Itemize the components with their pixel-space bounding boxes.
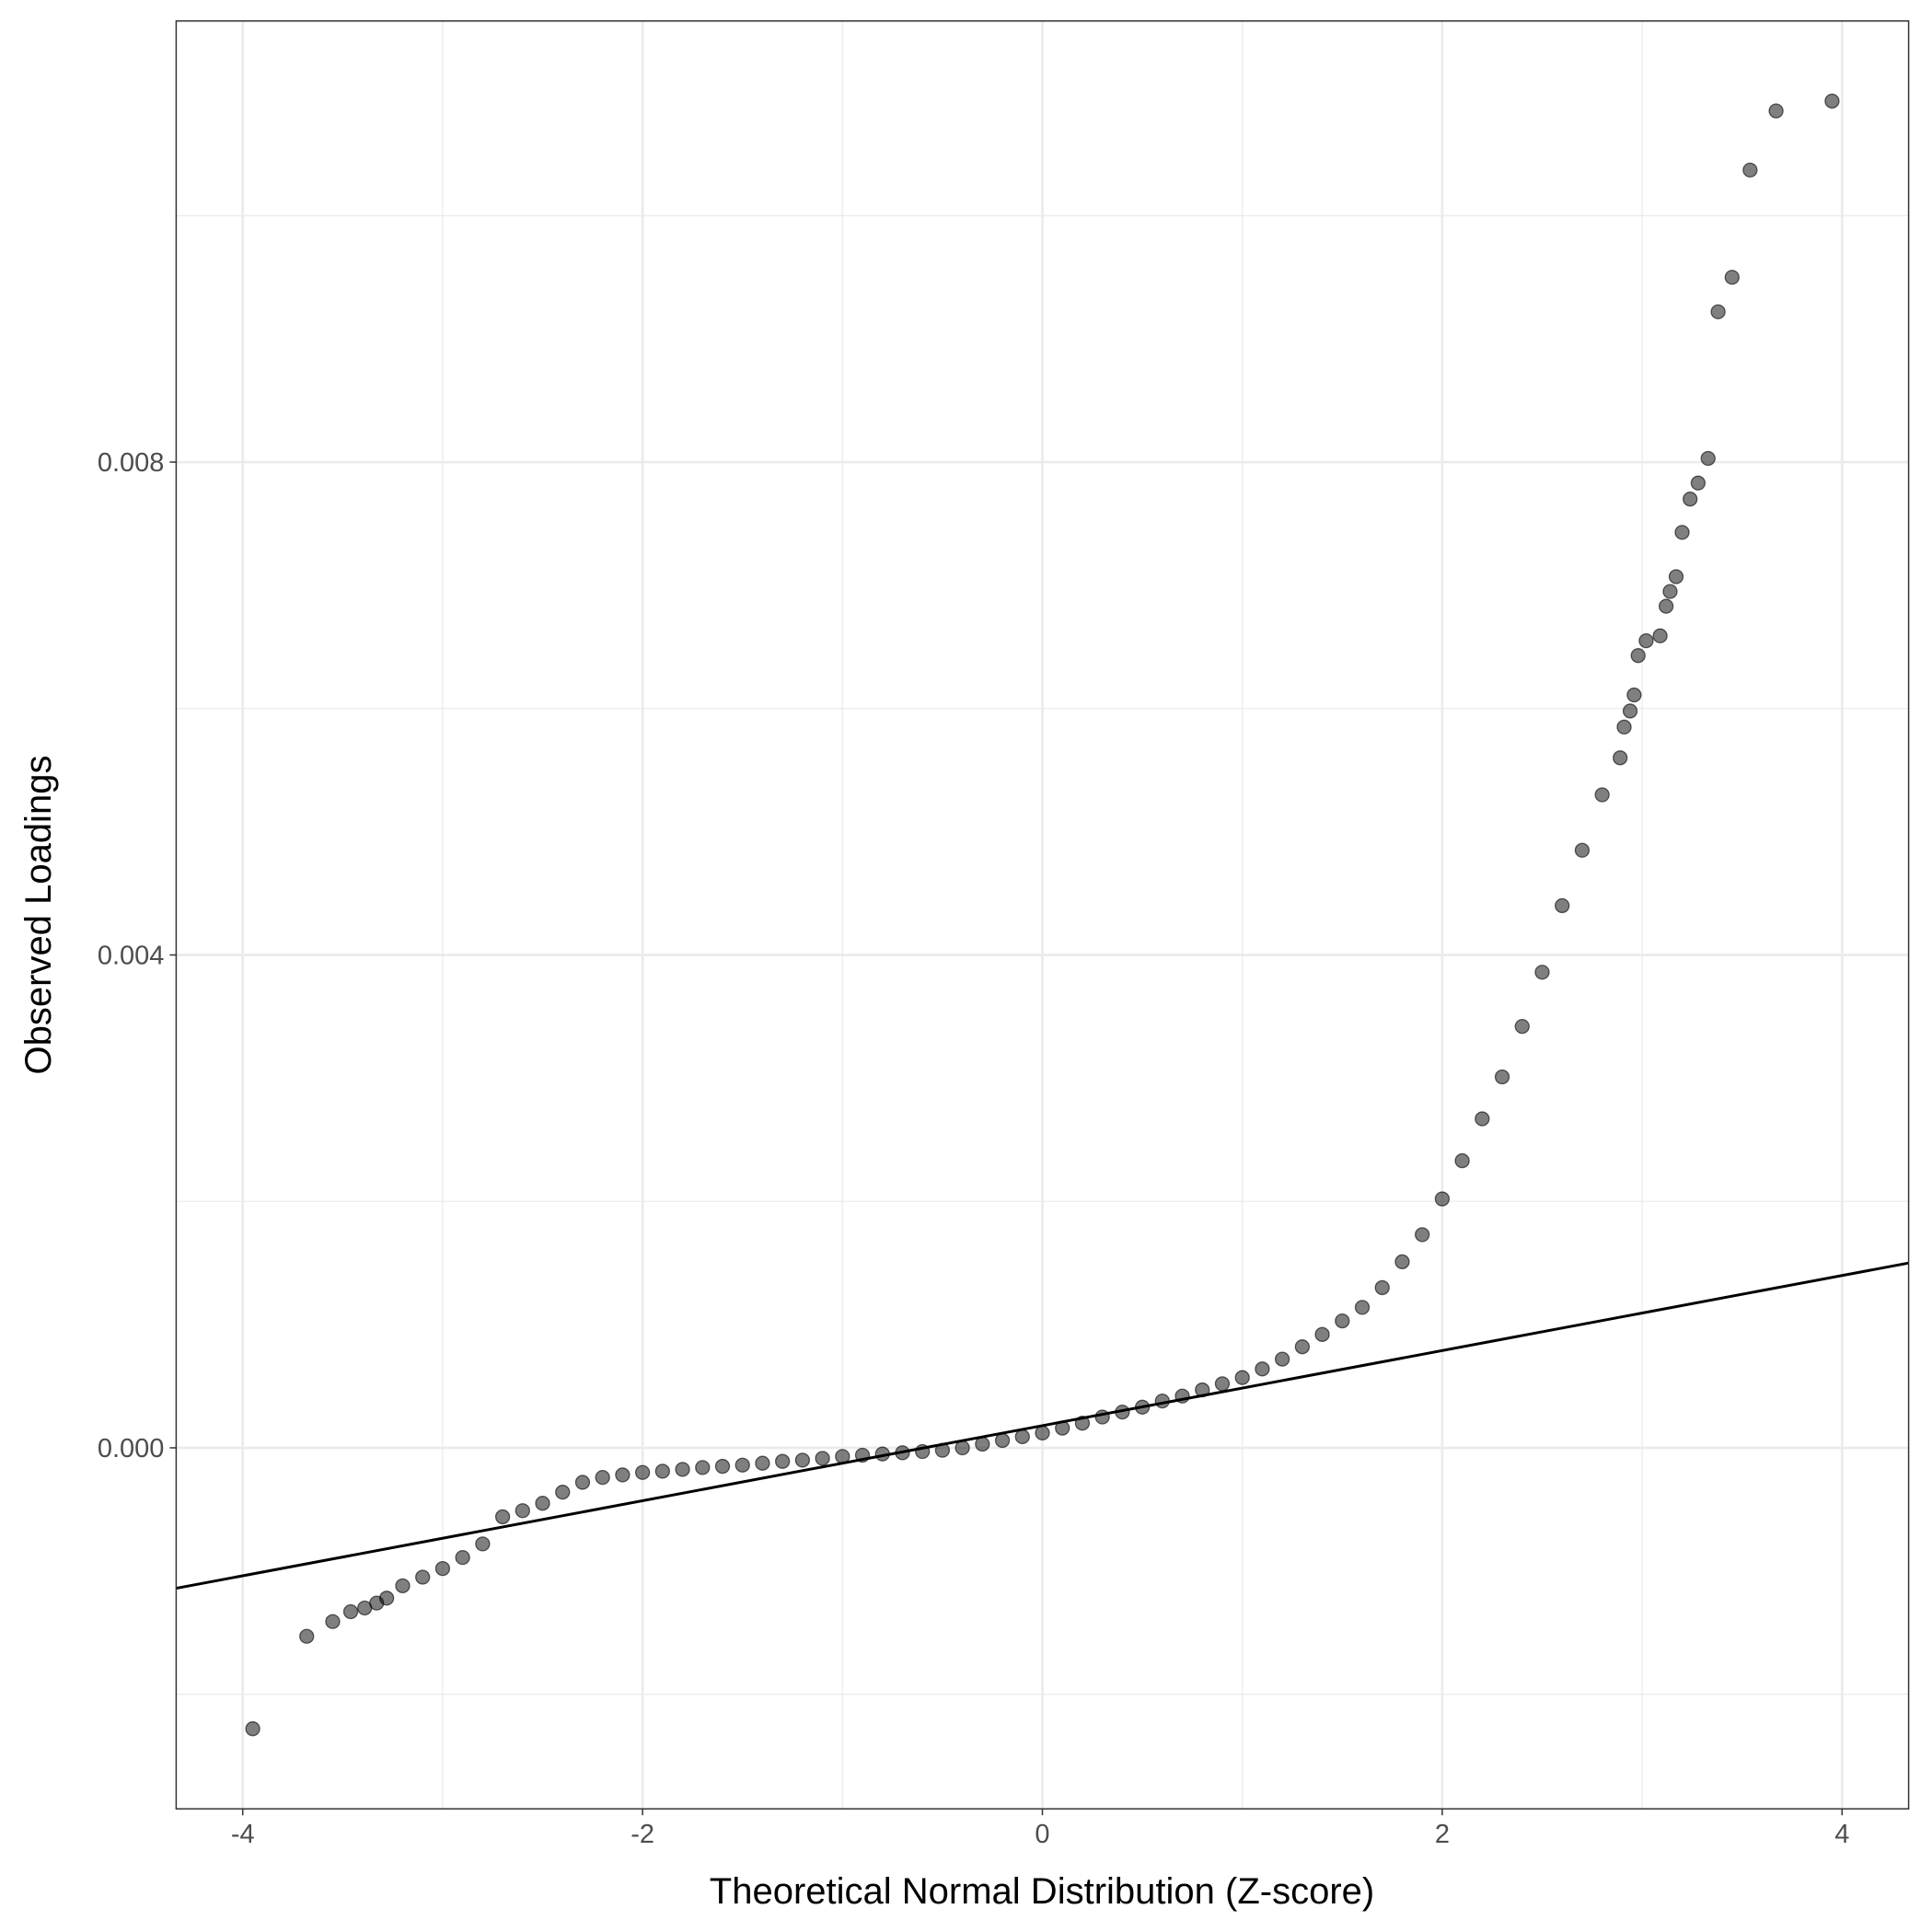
point [1626, 687, 1642, 703]
point [1724, 270, 1740, 285]
point [555, 1485, 571, 1500]
point [325, 1614, 341, 1629]
point [794, 1452, 811, 1468]
point [815, 1451, 830, 1466]
point [494, 1509, 511, 1525]
point [1594, 787, 1610, 803]
point [1374, 1279, 1390, 1296]
point [1616, 719, 1632, 735]
point [1255, 1361, 1270, 1377]
point [1454, 1152, 1470, 1169]
point [1494, 1069, 1510, 1085]
point [615, 1467, 631, 1483]
point [654, 1463, 670, 1479]
point [378, 1591, 395, 1606]
point [675, 1462, 690, 1477]
point [994, 1432, 1011, 1449]
point [1294, 1339, 1311, 1355]
point [415, 1569, 431, 1585]
point [774, 1453, 791, 1469]
point [1710, 304, 1726, 319]
point [1638, 632, 1654, 649]
point [1658, 598, 1674, 614]
x-tick-label: 0 [1035, 1820, 1049, 1849]
x-tick-label: 2 [1435, 1820, 1450, 1849]
point [1014, 1429, 1030, 1445]
x-tick-label: -2 [631, 1820, 654, 1849]
point [1668, 569, 1684, 584]
point [1394, 1254, 1410, 1269]
point [1768, 103, 1784, 119]
point [695, 1460, 711, 1475]
point [1335, 1313, 1350, 1329]
point [975, 1436, 990, 1452]
x-tick-label: -4 [231, 1820, 255, 1849]
point [1475, 1111, 1490, 1127]
point [1742, 162, 1758, 178]
point [1674, 525, 1690, 540]
point [735, 1457, 750, 1473]
point [1630, 648, 1646, 664]
point [595, 1469, 610, 1486]
y-tick-label: 0.008 [98, 448, 165, 478]
point [1234, 1370, 1250, 1385]
point [1555, 897, 1570, 914]
y-axis-title: Observed Loadings [18, 756, 59, 1075]
x-tick-label: 4 [1834, 1820, 1849, 1849]
y-tick-label: 0.004 [98, 942, 165, 971]
point [1652, 628, 1668, 643]
point [434, 1561, 451, 1577]
point [714, 1458, 731, 1475]
point [755, 1455, 770, 1471]
point [1622, 703, 1638, 719]
point [395, 1578, 411, 1594]
point [1035, 1425, 1050, 1441]
point [1514, 1018, 1530, 1035]
x-axis-title: Theoretical Normal Distribution (Z-score… [710, 1871, 1374, 1912]
point [1415, 1227, 1430, 1243]
point [1824, 93, 1840, 109]
point [1683, 492, 1698, 507]
point [299, 1628, 315, 1644]
point [1662, 584, 1678, 599]
y-tick-label: 0.000 [98, 1434, 165, 1463]
point [954, 1440, 970, 1456]
reference-line [176, 1261, 1909, 1591]
point [1434, 1191, 1451, 1207]
plot-border [175, 20, 1910, 1810]
point [1700, 450, 1716, 467]
point [1690, 475, 1706, 491]
point [1574, 842, 1591, 858]
point [1534, 965, 1550, 980]
point [515, 1503, 530, 1519]
point [1613, 750, 1628, 766]
point [574, 1475, 591, 1490]
point [1274, 1351, 1290, 1367]
point [1354, 1300, 1371, 1315]
point [634, 1464, 651, 1480]
point [475, 1536, 491, 1552]
point [535, 1496, 550, 1511]
point [1314, 1326, 1330, 1342]
point [342, 1603, 359, 1620]
point [1214, 1376, 1231, 1392]
point [455, 1549, 470, 1566]
point [245, 1721, 260, 1737]
